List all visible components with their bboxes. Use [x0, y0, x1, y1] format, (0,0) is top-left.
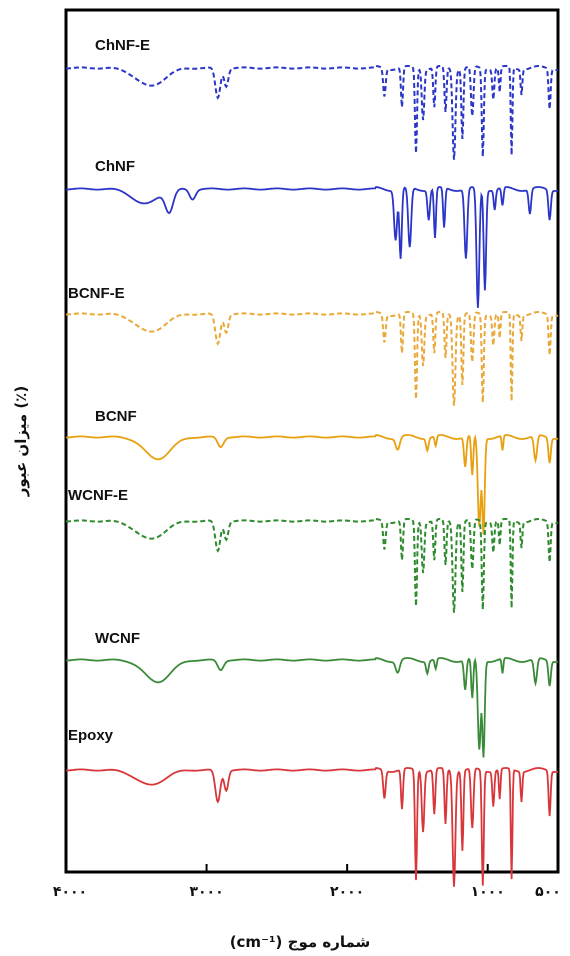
- series-label-wcnf: WCNF: [95, 630, 140, 647]
- series-line-chnf: [65, 186, 559, 308]
- series-line-epoxy: [65, 767, 559, 887]
- x-tick-label: ۱۰۰۰: [471, 884, 505, 900]
- series-label-chnf: ChNF: [95, 158, 135, 175]
- x-tick-label: ۳۰۰۰: [189, 884, 223, 900]
- series-group: ChNF-E ChNF BCNF-E BCNF WCNF-E WCNF Epoxy: [65, 37, 559, 887]
- series-label-epoxy: Epoxy: [68, 727, 114, 744]
- x-tick-label: ۴۰۰۰: [53, 884, 87, 900]
- series-line-bcnf: [65, 433, 559, 535]
- y-axis-title: میزان عبور (٪): [12, 386, 30, 497]
- x-tick-label: ۲۰۰۰: [330, 884, 364, 900]
- series-label-bcnf: BCNF: [95, 408, 137, 425]
- series-line-bcnf-e: [65, 310, 559, 406]
- x-axis-title: (cm⁻¹) شماره موج: [230, 933, 371, 951]
- series-label-chnf-e: ChNF-E: [95, 37, 150, 54]
- series-label-wcnf-e: WCNF-E: [68, 487, 128, 504]
- series-line-wcnf: [65, 656, 559, 758]
- plot-frame: [64, 8, 560, 874]
- x-tick-label: ۵۰۰: [535, 884, 561, 900]
- x-ticks: ۴۰۰۰ ۳۰۰۰ ۲۰۰۰ ۱۰۰۰ ۵۰۰: [53, 864, 561, 900]
- series-line-chnf-e: [65, 64, 559, 160]
- series-line-wcnf-e: [65, 517, 559, 613]
- series-label-bcnf-e: BCNF-E: [68, 285, 125, 302]
